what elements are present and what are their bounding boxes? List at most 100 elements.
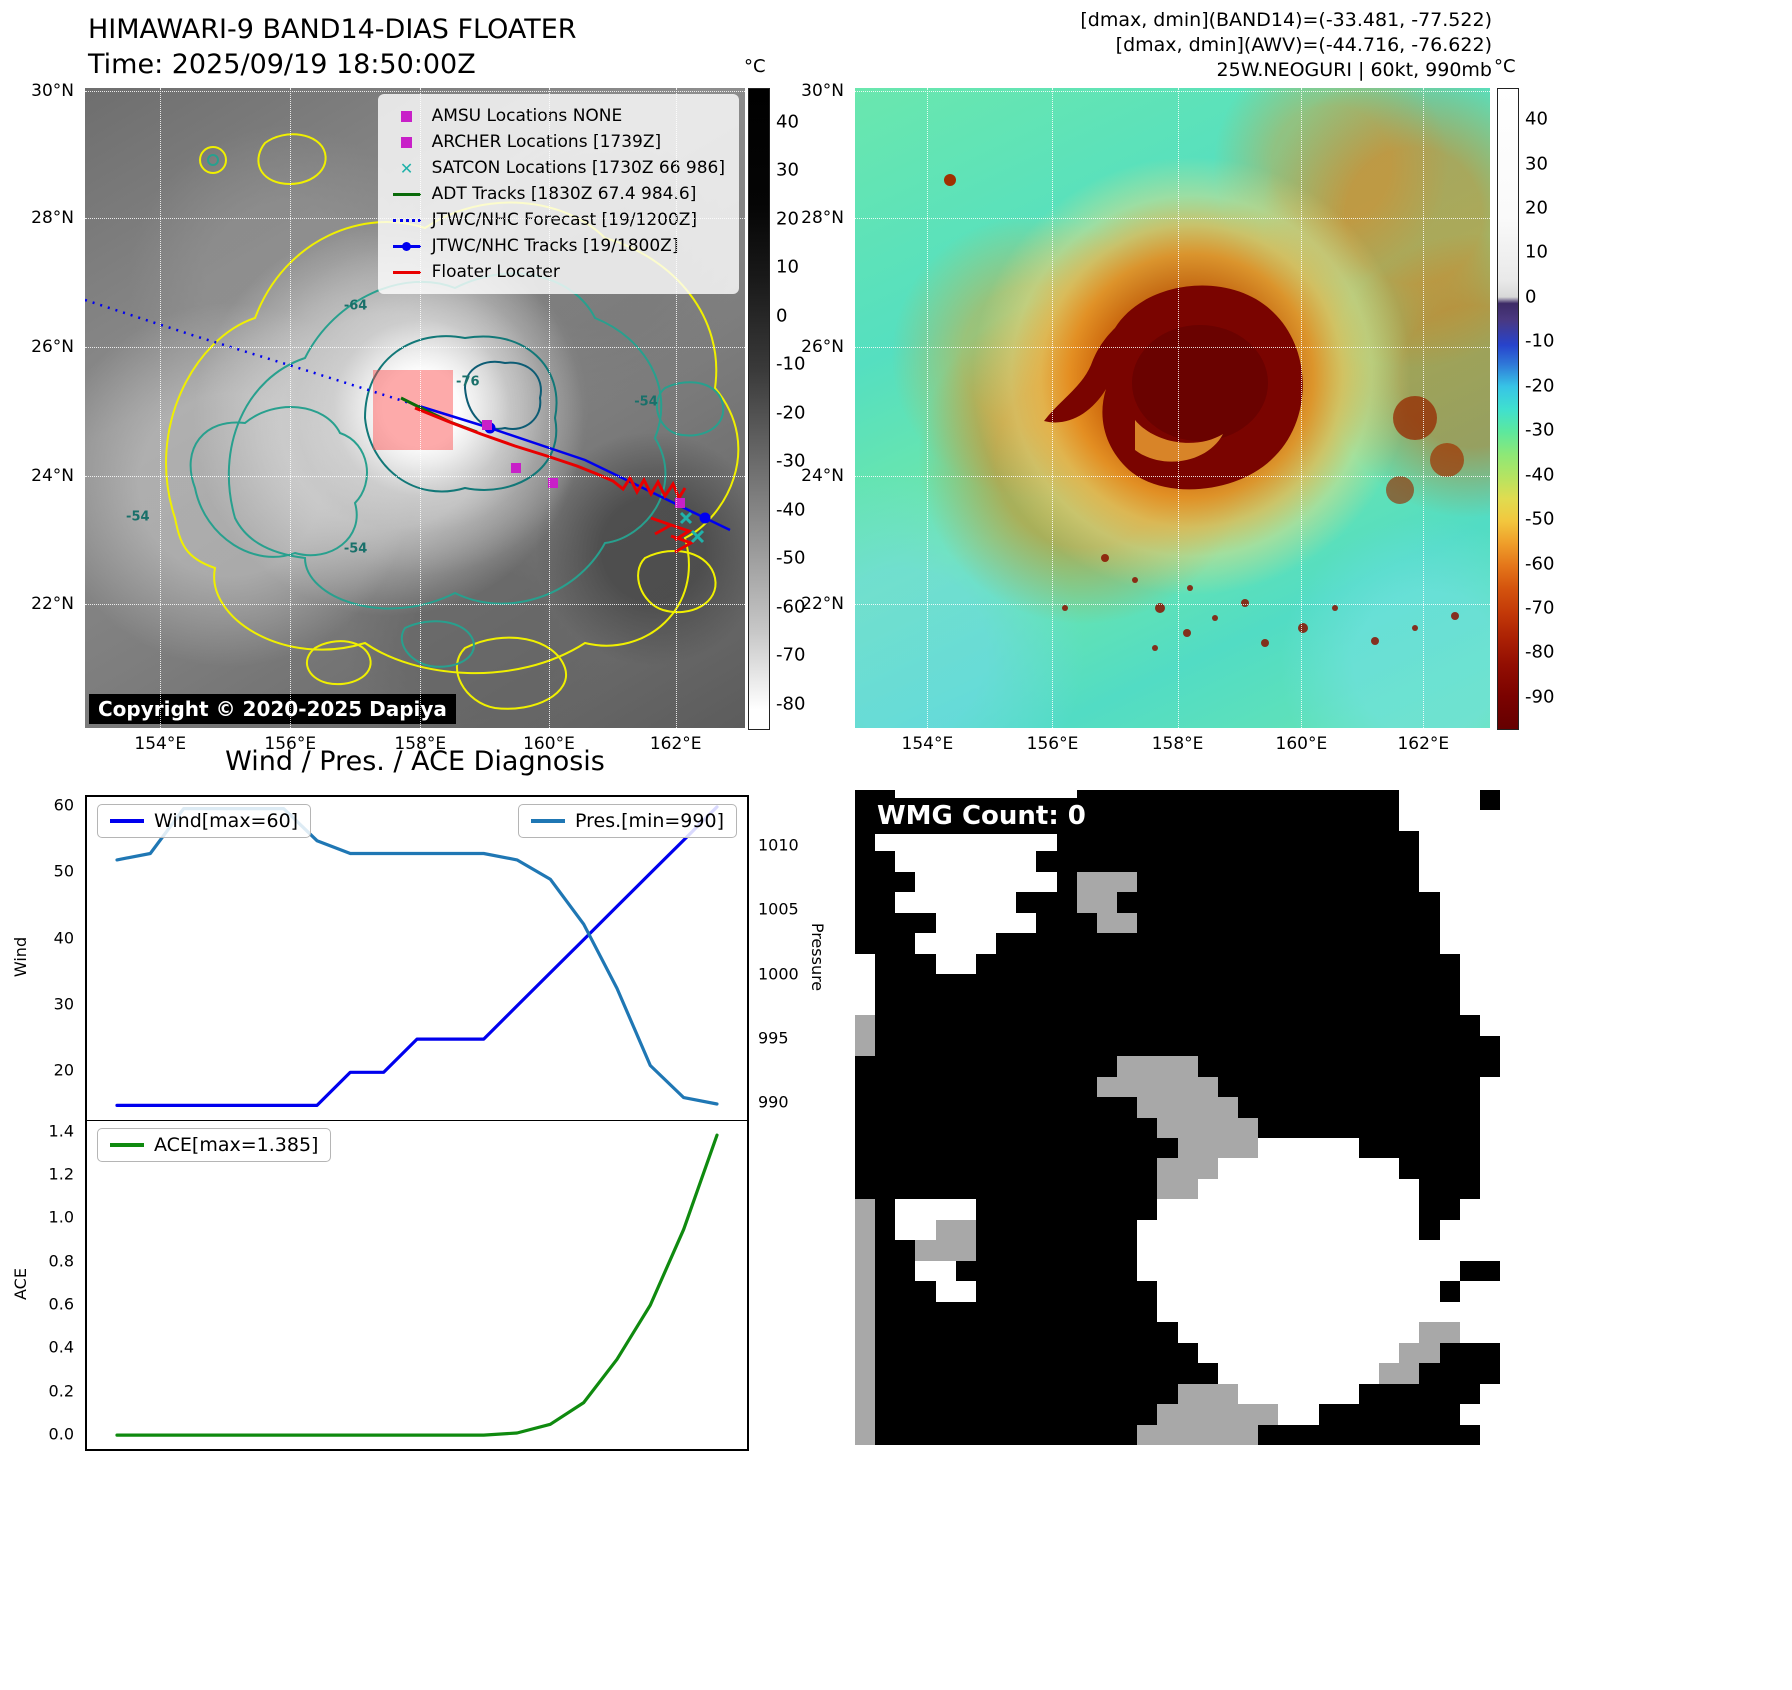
longitude-tick: 162°E: [649, 734, 702, 754]
satcon-marker: [679, 511, 693, 525]
latitude-tick: 30°N: [31, 81, 74, 102]
wind-axis-label: Wind: [10, 936, 30, 978]
axis-tick: 1005: [758, 899, 799, 919]
legend-label: SATCON Locations [1730Z 66 986]: [431, 158, 725, 178]
longitude-tick: 154°E: [134, 734, 187, 754]
band14-colorbar-ticks: 40 30 20 10 0 -10 -20 -30 -40 -50 -60 -70 -80: [774, 88, 834, 728]
series-left: [115, 805, 719, 1107]
colorbar-tick: -20: [776, 402, 806, 424]
awv-core-overlay: [944, 174, 1464, 651]
axis-tick: 0.2: [48, 1381, 74, 1401]
line-red-icon: [392, 262, 422, 282]
band14-longitude-ticks: 154°E 156°E 158°E 160°E 162°E: [85, 734, 745, 760]
line-blue-dotted-icon: [392, 210, 422, 230]
colorbar-tick: -10: [776, 353, 806, 375]
colorbar-tick: -30: [776, 450, 806, 472]
map-gridline: [675, 88, 677, 728]
pressure-axis-label: Pressure: [808, 922, 828, 992]
map-gridline: [855, 346, 1490, 348]
ace-legend-label: ACE[max=1.385]: [154, 1134, 319, 1156]
jtwc-forecast-line: [85, 298, 420, 408]
pressure-legend-label: Pres.[min=990]: [575, 810, 724, 832]
copyright-banner: Copyright © 2020-2025 Dapiya: [89, 694, 456, 724]
legend-label: JTWC/NHC Forecast [19/1200Z]: [431, 210, 698, 230]
latitude-tick: 26°N: [31, 336, 74, 357]
colorbar-tick: -60: [776, 596, 806, 618]
colorbar-tick: -30: [1525, 419, 1555, 441]
contour-label: -76: [456, 374, 480, 390]
satcon-marker: [690, 529, 705, 544]
longitude-tick: 158°E: [1151, 734, 1204, 754]
band14-contours-tracks: [85, 133, 740, 710]
awv-latitude-ticks: 30°N 28°N 26°N 24°N 22°N: [784, 81, 848, 728]
colorbar-tick: -80: [776, 693, 806, 715]
wmg-count-badge: WMG Count: 0: [865, 798, 1098, 834]
colorbar-tick: 40: [776, 111, 799, 133]
wind-pressure-chart: Wind[max=60] Pres.[min=990]: [85, 795, 749, 1123]
band14-title: HIMAWARI-9 BAND14-DIAS FLOATER: [88, 14, 577, 45]
map-gridline: [855, 604, 1490, 606]
latitude-tick: 22°N: [31, 594, 74, 615]
line-blue-dot-icon: [392, 236, 422, 256]
axis-tick: 0.6: [48, 1294, 74, 1314]
axis-tick: 995: [758, 1028, 789, 1048]
colorbar-tick: 30: [776, 159, 799, 181]
latitude-tick: 28°N: [31, 207, 74, 228]
legend-item: ADT Tracks [1830Z 67.4 984.6]: [392, 181, 725, 207]
line-green-icon: [392, 184, 422, 204]
ace-axis-ticks: 0.0 0.2 0.4 0.6 0.8 1.0 1.2 1.4: [32, 1120, 80, 1448]
colorbar-tick: 10: [1525, 241, 1548, 263]
map-gridline: [1301, 88, 1303, 728]
legend-item: ARCHER Locations [1739Z]: [392, 129, 725, 155]
legend-label: JTWC/NHC Tracks [19/1800Z]: [431, 236, 679, 256]
colorbar-tick: -50: [1525, 508, 1555, 530]
contour-label: -54: [126, 509, 150, 525]
colorbar-tick: 30: [1525, 153, 1548, 175]
colorbar-tick: 0: [1525, 286, 1537, 308]
track-dot-icon: [401, 242, 411, 251]
axis-tick: 0.8: [48, 1251, 74, 1271]
latitude-tick: 30°N: [801, 81, 844, 102]
pressure-line-swatch: [531, 819, 565, 823]
colorbar-tick: -60: [1525, 553, 1555, 575]
archer-marker: [675, 498, 685, 508]
legend-label: ARCHER Locations [1739Z]: [431, 132, 662, 152]
colorbar-tick: -40: [776, 499, 806, 521]
square-magenta-icon: [392, 132, 422, 152]
axis-tick: 1.2: [48, 1164, 74, 1184]
diagnosis-title: Wind / Pres. / ACE Diagnosis: [225, 746, 605, 777]
legend-item: AMSU Locations NONE: [392, 103, 725, 129]
latitude-tick: 22°N: [801, 594, 844, 615]
band14-satellite-map: AMSU Locations NONE ARCHER Locations [173…: [85, 88, 745, 728]
axis-tick: 0.4: [48, 1337, 74, 1357]
wind-pressure-plot: [115, 805, 719, 1107]
axis-tick: 1.0: [48, 1207, 74, 1227]
legend-item: Floater Locater: [392, 259, 725, 285]
wind-legend: Wind[max=60]: [97, 804, 312, 838]
latitude-tick: 28°N: [801, 207, 844, 228]
wind-line-swatch: [110, 819, 144, 823]
colorbar-tick: -70: [776, 644, 806, 666]
wmg-pixel-grid: [855, 790, 1500, 1445]
awv-header-block: [dmax, dmin](BAND14)=(-33.481, -77.522) …: [1080, 8, 1492, 83]
convective-speckles: [1062, 554, 1459, 651]
colorbar-tick: -70: [1525, 597, 1555, 619]
map-gridline: [85, 346, 745, 348]
pressure-axis-ticks: 990 995 1000 1005 1010: [752, 795, 800, 1120]
colorbar-tick: -90: [1525, 686, 1555, 708]
colorbar-tick: -50: [776, 547, 806, 569]
colorbar-tick: 20: [776, 208, 799, 230]
map-gridline: [85, 475, 745, 477]
contour-label: -64: [343, 298, 368, 314]
ace-legend: ACE[max=1.385]: [97, 1128, 332, 1162]
axis-tick: 1010: [758, 835, 799, 855]
archer-marker: [482, 420, 492, 430]
colorbar-tick: -10: [1525, 330, 1555, 352]
awv-colorbar-unit: °C: [1494, 56, 1516, 77]
pressure-legend: Pres.[min=990]: [518, 804, 737, 838]
longitude-tick: 158°E: [394, 734, 447, 754]
contour-label: -54: [634, 394, 658, 410]
ace-chart: ACE[max=1.385]: [85, 1120, 749, 1451]
ace-plot: [115, 1133, 719, 1437]
